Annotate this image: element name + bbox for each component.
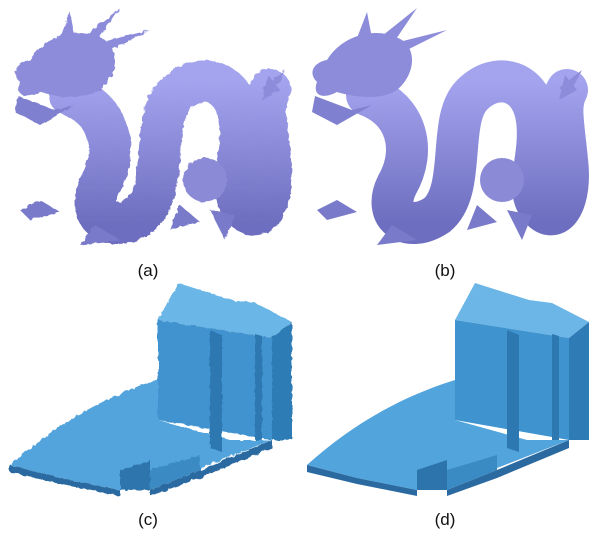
part-noisy (10, 283, 292, 496)
dragon-noisy (15, 8, 285, 245)
dragon-smooth (312, 8, 582, 245)
panel-label: (b) (435, 261, 456, 280)
panel-label: (c) (138, 510, 158, 529)
panel-label: (d) (435, 510, 456, 529)
part-smooth (307, 283, 589, 496)
panel-label: (a) (138, 261, 159, 280)
